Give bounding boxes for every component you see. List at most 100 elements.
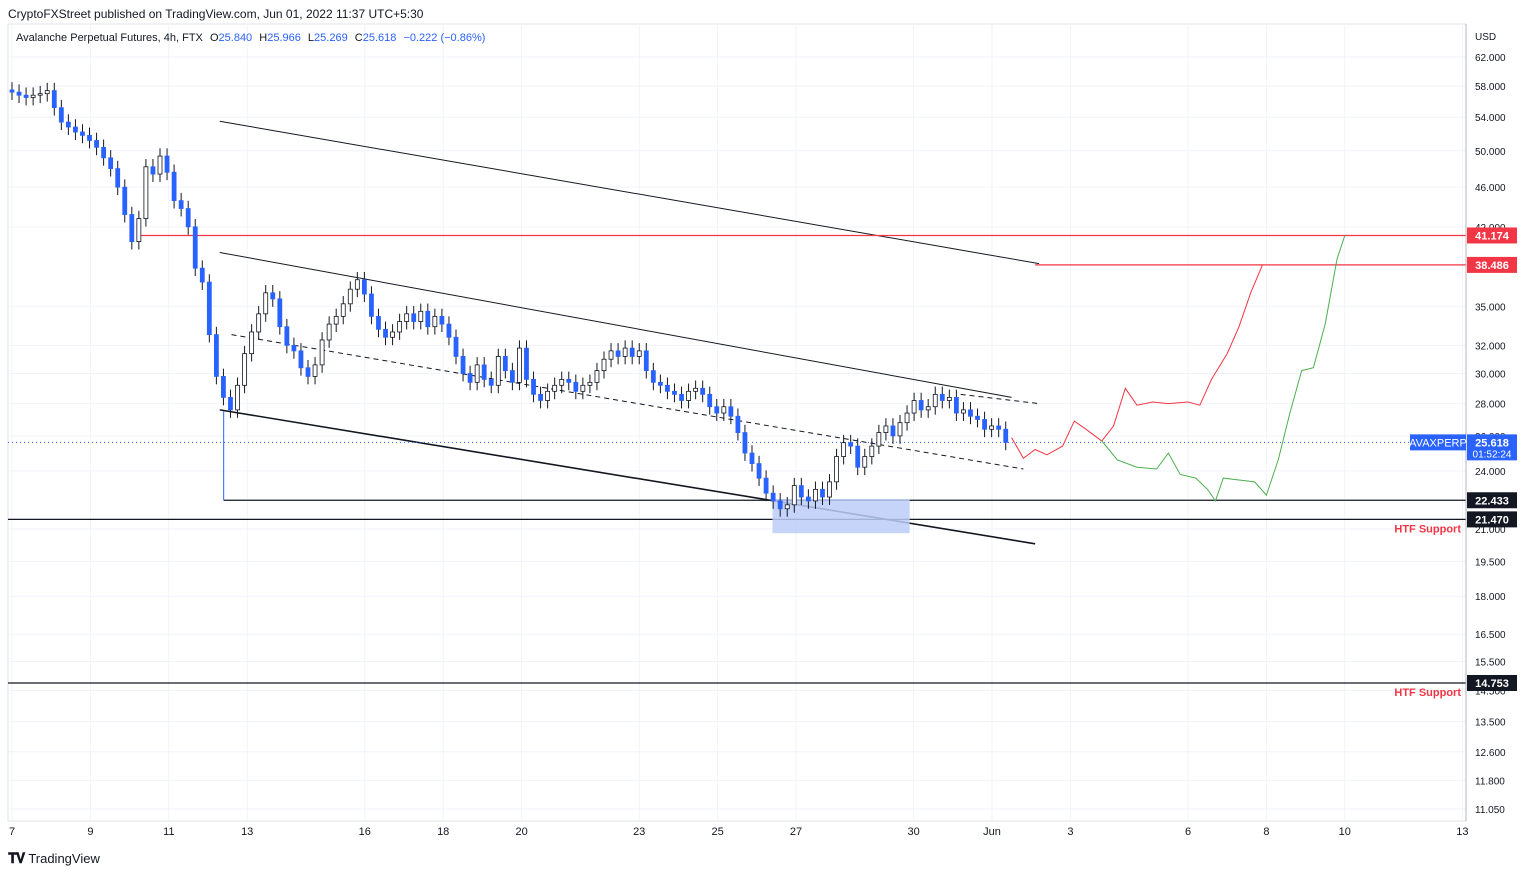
candle-body: [164, 155, 170, 173]
candle: [918, 392, 924, 418]
y-tick-label: 50.000: [1475, 147, 1506, 158]
candle-body: [347, 288, 353, 305]
candle: [770, 485, 776, 509]
y-tick-label: 13.500: [1475, 718, 1506, 729]
candle: [235, 377, 240, 418]
tradingview-logo-icon: 𝐓𝐕: [8, 850, 25, 866]
candle-body: [975, 415, 980, 420]
candle: [277, 291, 283, 335]
candle-body: [242, 353, 247, 386]
candle-body: [361, 279, 367, 295]
candle-body: [150, 166, 156, 175]
x-tick-label: Jun: [983, 826, 1001, 838]
candle: [326, 316, 332, 348]
candle: [44, 82, 50, 102]
candle: [925, 398, 931, 418]
candle: [559, 371, 565, 394]
candle: [693, 380, 699, 400]
candle-body: [30, 94, 36, 98]
current-price-badge: [1467, 434, 1517, 461]
candle-body: [9, 89, 15, 93]
candle-body: [791, 485, 797, 506]
candle-body: [129, 214, 135, 242]
candle: [136, 210, 142, 250]
x-tick-label: 11: [163, 826, 174, 838]
candle-body: [65, 121, 71, 128]
candle-body: [883, 425, 889, 433]
candle-body: [467, 373, 473, 383]
candle: [735, 408, 741, 441]
candle: [615, 343, 621, 365]
y-tick-label: 24.000: [1475, 467, 1506, 478]
candle: [672, 383, 677, 403]
candle-body: [559, 378, 565, 386]
candle: [221, 368, 226, 406]
x-tick-label: 13: [241, 826, 253, 838]
level-badge: [1467, 674, 1517, 691]
y-tick-label: 28.000: [1475, 400, 1506, 411]
candle-body: [827, 481, 832, 498]
channel-upper-extension: [960, 393, 1040, 405]
candle-body: [672, 390, 677, 395]
candle: [9, 82, 15, 101]
x-tick-label: 9: [87, 826, 93, 838]
candle-body: [333, 315, 339, 325]
axes-layer: 7 9 11 13 16 18 20 23 25 27 30 Jun 3 6 8 10 13 USD 62.000 5…: [9, 24, 1506, 838]
candle: [418, 303, 424, 330]
candle-body: [848, 442, 854, 447]
y-tick-label: 35.000: [1475, 302, 1506, 313]
candle: [679, 386, 684, 409]
candle: [502, 348, 508, 379]
candle-body: [524, 347, 529, 380]
candle-body: [171, 171, 177, 202]
candle: [467, 365, 473, 391]
y-tick-label: 15.500: [1475, 657, 1506, 668]
candle-body: [735, 415, 741, 433]
candle-body: [453, 336, 459, 357]
candle: [946, 389, 952, 409]
candle: [481, 357, 487, 388]
candle-body: [798, 485, 804, 498]
candle-body: [594, 370, 600, 383]
candle-body: [601, 358, 607, 372]
candle-body: [897, 422, 903, 437]
candle: [249, 324, 255, 362]
candle: [742, 424, 748, 461]
candle-body: [636, 350, 642, 357]
candle: [16, 84, 22, 104]
candle: [319, 332, 325, 373]
candle-body: [538, 393, 543, 401]
y-tick-label: 21.000: [1475, 525, 1506, 536]
x-tick-label: 30: [907, 826, 919, 838]
candle-body: [869, 445, 875, 457]
level-badge-label: 21.470: [1475, 514, 1509, 526]
candle: [650, 362, 656, 391]
candle: [538, 386, 543, 409]
candle-body: [982, 419, 987, 430]
candle-body: [319, 339, 325, 366]
candle-body: [904, 412, 910, 424]
x-tick-label: 25: [711, 826, 723, 838]
candle-body: [199, 267, 205, 283]
candle-body: [157, 155, 163, 175]
candle-series: [9, 82, 1009, 517]
candle-body: [270, 292, 276, 300]
candle-body: [742, 432, 748, 454]
candle: [686, 383, 691, 409]
candle: [509, 362, 515, 391]
candle-body: [390, 331, 395, 338]
y-tick-label: 14.500: [1475, 687, 1506, 698]
candle: [305, 359, 311, 385]
level-badge-label: 14.753: [1475, 678, 1509, 690]
candle-body: [813, 488, 818, 502]
candle-body: [517, 347, 522, 383]
candle-body: [58, 107, 64, 123]
candle: [784, 497, 790, 517]
candle-body: [608, 350, 614, 360]
candle-body: [665, 384, 670, 392]
candle-body: [305, 367, 311, 377]
tradingview-footer[interactable]: 𝐓𝐕 TradingView: [8, 850, 100, 867]
candle-body: [580, 384, 586, 392]
candle: [312, 357, 318, 385]
